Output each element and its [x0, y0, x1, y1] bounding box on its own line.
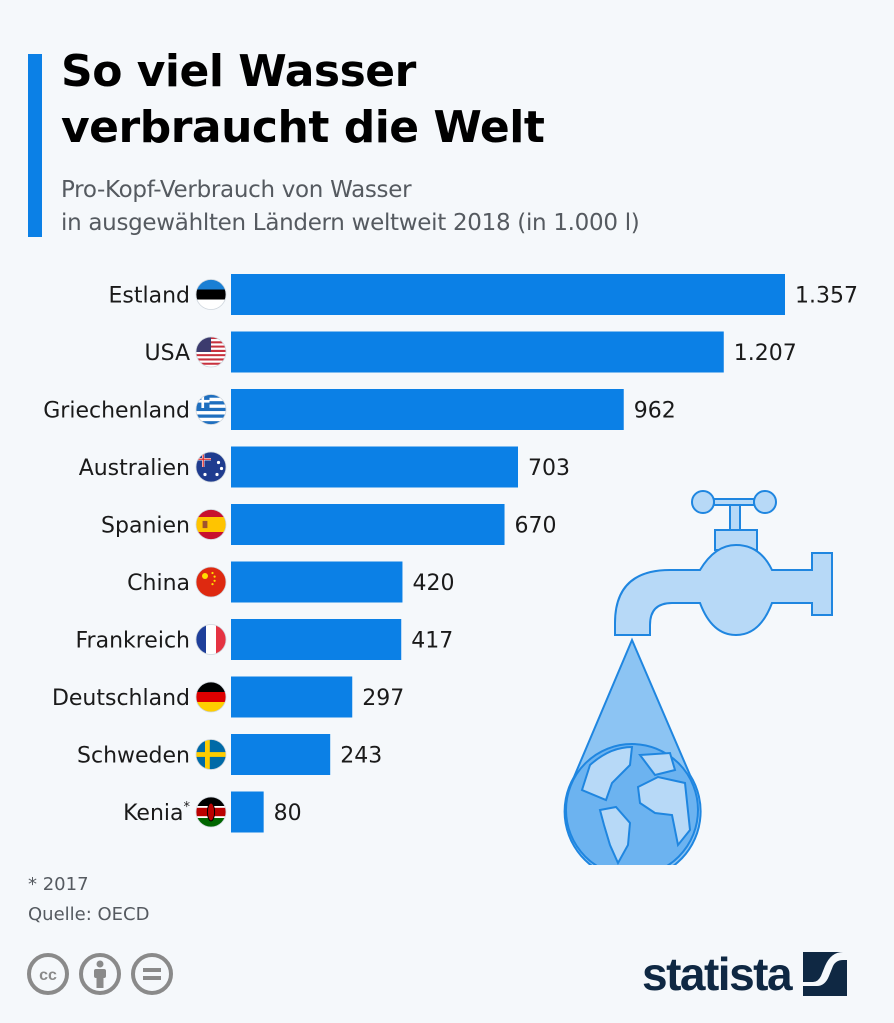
country-label: Frankreich — [75, 629, 190, 654]
attribution-icon[interactable] — [78, 952, 122, 996]
value-label: 420 — [412, 571, 454, 596]
flag-usa-icon — [195, 336, 227, 368]
flag-kenya-icon — [195, 796, 227, 828]
value-label: 670 — [515, 514, 557, 539]
bar — [231, 734, 331, 775]
bar — [231, 331, 724, 373]
svg-text:cc: cc — [39, 967, 57, 984]
country-label: Deutschland — [52, 686, 190, 711]
statista-mark-icon — [803, 952, 848, 996]
globe-icon — [565, 743, 699, 865]
value-label: 80 — [274, 801, 302, 826]
country-label: USA — [144, 341, 190, 366]
footnotes: * 2017 Quelle: OECD — [28, 870, 149, 930]
bar — [231, 389, 624, 430]
value-label: 1.357 — [795, 284, 858, 309]
country-label: Schweden — [77, 744, 190, 769]
bar — [231, 274, 785, 315]
value-label: 297 — [362, 686, 404, 711]
flag-germany-icon — [195, 681, 227, 713]
bar — [231, 619, 402, 660]
bar — [231, 504, 505, 545]
bar-row: 962 Griechenland — [43, 389, 676, 430]
bar-row: 80 Kenia* — [123, 791, 302, 833]
footnote-year: * 2017 — [28, 874, 89, 895]
country-label: Estland — [109, 284, 191, 309]
bar-row: 243 Schweden — [77, 734, 382, 775]
bar — [231, 561, 403, 603]
bar-row: 420 China — [127, 561, 454, 603]
bar-row: 417 Frankreich — [75, 619, 453, 660]
bar-row: 703 Australien — [79, 446, 570, 488]
value-label: 703 — [528, 456, 570, 481]
title-line-2: verbraucht die Welt — [61, 102, 545, 153]
logo-text: statista — [642, 948, 793, 1000]
bar — [231, 446, 519, 488]
country-label: Australien — [79, 456, 190, 481]
faucet-globe-illustration — [563, 490, 833, 865]
faucet-icon — [614, 490, 833, 637]
value-label: 243 — [340, 744, 382, 769]
flag-france-icon — [195, 624, 227, 655]
bar — [231, 791, 264, 833]
chart-title: So viel Wasser verbraucht die Welt — [61, 44, 545, 156]
flag-sweden-icon — [195, 739, 227, 770]
bar-chart: 1.357 Estland 1.207 USA 962 Griechenland 703 Au… — [43, 274, 858, 833]
bar-row: 1.207 USA — [144, 331, 797, 373]
flag-greece-icon — [195, 394, 227, 425]
value-label: 962 — [634, 399, 676, 424]
no-derivatives-icon[interactable] — [130, 952, 174, 996]
value-label: 417 — [411, 629, 453, 654]
country-label: China — [127, 571, 190, 596]
subtitle-line-1: Pro-Kopf-Verbrauch von Wasser — [61, 177, 412, 203]
country-label: Griechenland — [43, 399, 190, 424]
bar-row: 670 Spanien — [101, 504, 557, 545]
title-accent-bar — [28, 54, 42, 237]
title-line-1: So viel Wasser — [61, 46, 416, 97]
value-label: 1.207 — [734, 341, 797, 366]
chart-subtitle: Pro-Kopf-Verbrauch von Wasser in ausgewä… — [61, 174, 640, 240]
flag-australia-icon — [195, 451, 227, 483]
flag-estonia-icon — [195, 279, 227, 310]
license-icons: cc — [26, 952, 174, 996]
subtitle-line-2: in ausgewählten Ländern weltweit 2018 (i… — [61, 210, 640, 236]
bar — [231, 676, 353, 718]
country-label: Kenia* — [123, 800, 190, 826]
source-note: Quelle: OECD — [28, 904, 150, 925]
cc-icon[interactable]: cc — [26, 952, 70, 996]
country-label: Spanien — [101, 514, 190, 539]
bar-row: 297 Deutschland — [52, 676, 404, 718]
flag-china-icon — [195, 566, 227, 598]
statista-logo[interactable]: statista — [642, 948, 848, 1000]
bar-row: 1.357 Estland — [109, 274, 858, 315]
flag-spain-icon — [195, 509, 227, 540]
